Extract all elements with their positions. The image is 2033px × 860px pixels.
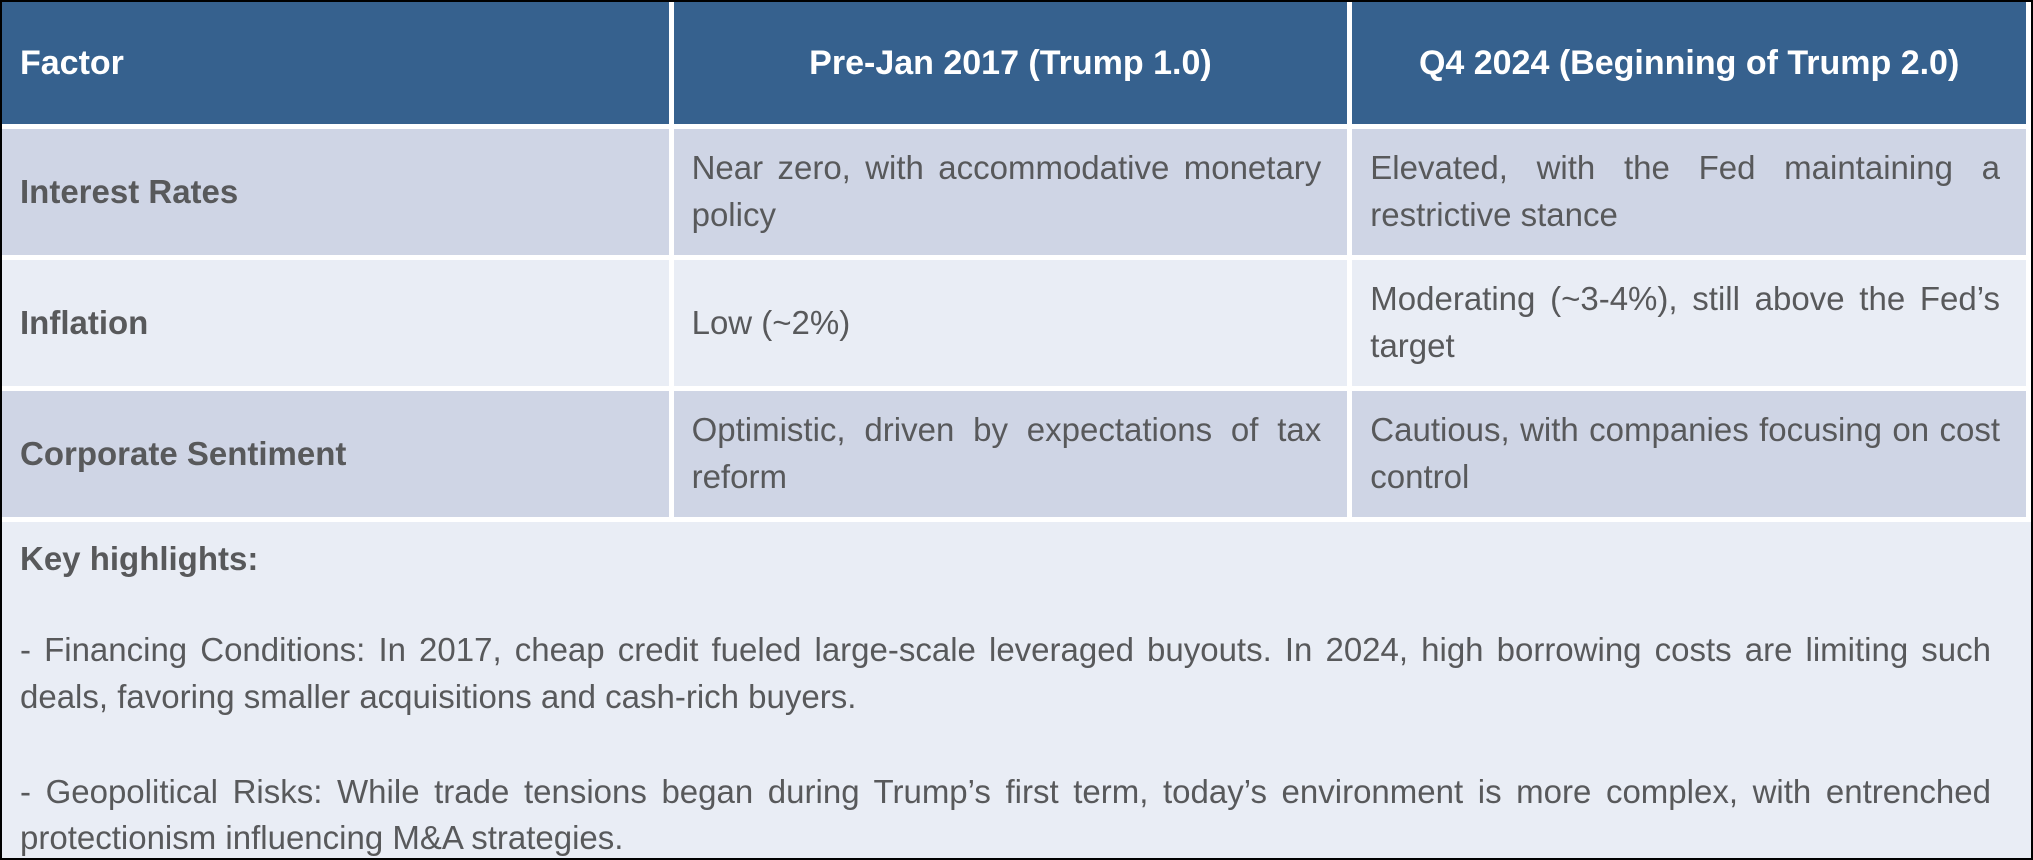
header-row: Factor Pre-Jan 2017 (Trump 1.0) Q4 2024 … <box>2 2 2031 129</box>
column-header-trump1: Pre-Jan 2017 (Trump 1.0) <box>673 2 1353 129</box>
trump1-value-cell: Near zero, with accommodative monetary p… <box>673 129 1353 260</box>
table-row-corporate-sentiment: Corporate Sentiment Optimistic, driven b… <box>2 391 2031 522</box>
factor-cell: Inflation <box>2 260 674 391</box>
trump2-value-cell: Cautious, with companies focusing on cos… <box>1352 391 2031 522</box>
comparison-table: Factor Pre-Jan 2017 (Trump 1.0) Q4 2024 … <box>2 2 2031 522</box>
column-header-factor: Factor <box>2 2 674 129</box>
trump2-value-cell: Moderating (~3-4%), still above the Fed’… <box>1352 260 2031 391</box>
trump1-value-cell: Low (~2%) <box>673 260 1353 391</box>
column-header-trump2: Q4 2024 (Beginning of Trump 2.0) <box>1352 2 2031 129</box>
factor-cell: Interest Rates <box>2 129 674 260</box>
trump2-value-cell: Elevated, with the Fed maintaining a res… <box>1352 129 2031 260</box>
trump1-value-cell: Optimistic, driven by expectations of ta… <box>673 391 1353 522</box>
highlight-financing-conditions: - Financing Conditions: In 2017, cheap c… <box>20 630 1991 715</box>
table-row-inflation: Inflation Low (~2%) Moderating (~3-4%), … <box>2 260 2031 391</box>
highlight-geopolitical-risks: - Geopolitical Risks: While trade tensio… <box>20 772 1991 857</box>
table-row-interest-rates: Interest Rates Near zero, with accommoda… <box>2 129 2031 260</box>
factor-cell: Corporate Sentiment <box>2 391 674 522</box>
key-highlights-title: Key highlights: <box>20 540 259 577</box>
key-highlights-section: Key highlights: - Financing Conditions: … <box>2 522 2031 858</box>
